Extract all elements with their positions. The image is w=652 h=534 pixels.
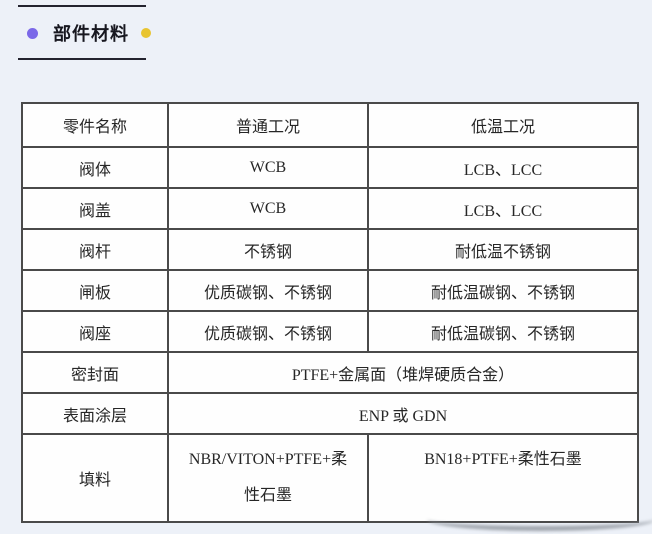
cell-part-name: 阀盖 <box>21 187 169 230</box>
cell-part-name: 密封面 <box>21 351 169 394</box>
table-row: 密封面 PTFE+金属面（堆焊硬质合金） <box>21 351 639 394</box>
cell-part-name: 闸板 <box>21 269 169 312</box>
table-row: 阀杆 不锈钢 耐低温不锈钢 <box>21 228 639 271</box>
table-row: 阀盖 WCB LCB、LCC <box>21 187 639 230</box>
materials-table: 零件名称 普通工况 低温工况 阀体 WCB LCB、LCC 阀盖 WCB LCB… <box>21 102 639 523</box>
table-header-row: 零件名称 普通工况 低温工况 <box>21 102 639 148</box>
cell-part-name: 阀体 <box>21 146 169 189</box>
cell-part-name: 表面涂层 <box>21 392 169 435</box>
cell-low-temp-material: 耐低温碳钢、不锈钢 <box>367 269 639 312</box>
title-rule-bottom <box>18 58 146 60</box>
table-row: 阀体 WCB LCB、LCC <box>21 146 639 189</box>
section-title: 部件材料 <box>53 24 129 44</box>
table-row: 填料 NBR/VITON+PTFE+柔性石墨 BN18+PTFE+柔性石墨 <box>21 433 639 523</box>
cell-merged-material: PTFE+金属面（堆焊硬质合金） <box>167 351 639 394</box>
cell-part-name: 阀杆 <box>21 228 169 271</box>
cell-low-temp-material: LCB、LCC <box>367 146 639 189</box>
yellow-bullet-icon <box>141 28 151 38</box>
table-row: 阀座 优质碳钢、不锈钢 耐低温碳钢、不锈钢 <box>21 310 639 353</box>
purple-bullet-icon <box>27 27 38 39</box>
header-normal-condition: 普通工况 <box>167 102 369 148</box>
cell-part-name: 填料 <box>21 433 169 523</box>
title-rule-top <box>18 5 146 7</box>
cell-normal-material: 不锈钢 <box>167 228 369 271</box>
section-title-block: 部件材料 <box>18 0 151 60</box>
cell-normal-material: WCB <box>167 187 369 230</box>
cell-low-temp-material: 耐低温碳钢、不锈钢 <box>367 310 639 353</box>
section-title-row: 部件材料 <box>18 21 151 45</box>
table-row: 表面涂层 ENP 或 GDN <box>21 392 639 435</box>
cell-low-temp-material: LCB、LCC <box>367 187 639 230</box>
cell-normal-material: 优质碳钢、不锈钢 <box>167 310 369 353</box>
table-row: 闸板 优质碳钢、不锈钢 耐低温碳钢、不锈钢 <box>21 269 639 312</box>
cell-merged-material: ENP 或 GDN <box>167 392 639 435</box>
cell-normal-material: NBR/VITON+PTFE+柔性石墨 <box>167 433 369 523</box>
cell-part-name: 阀座 <box>21 310 169 353</box>
cell-normal-material: 优质碳钢、不锈钢 <box>167 269 369 312</box>
cell-normal-material: WCB <box>167 146 369 189</box>
header-part-name: 零件名称 <box>21 102 169 148</box>
cell-low-temp-material: 耐低温不锈钢 <box>367 228 639 271</box>
header-low-temp-condition: 低温工况 <box>367 102 639 148</box>
cell-low-temp-material: BN18+PTFE+柔性石墨 <box>367 433 639 523</box>
scan-smudge-artifact <box>427 508 652 531</box>
